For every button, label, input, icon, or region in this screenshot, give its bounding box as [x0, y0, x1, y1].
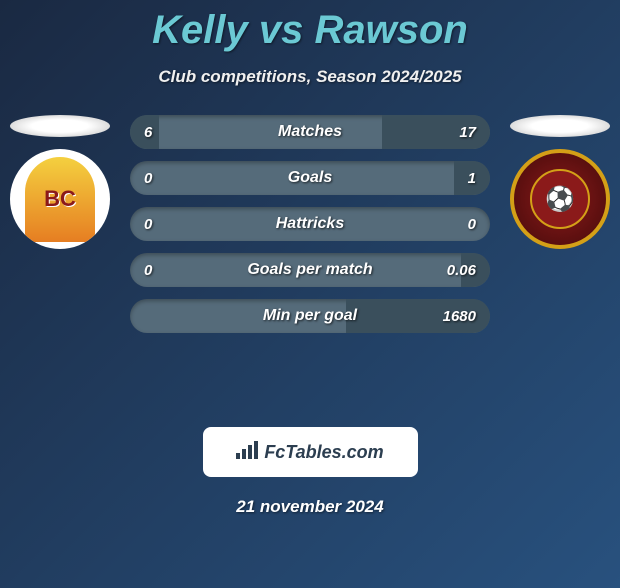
stat-label: Goals — [130, 169, 490, 187]
branding-text: FcTables.com — [264, 442, 383, 463]
stat-value-right: 0 — [468, 216, 476, 233]
page-title: Kelly vs Rawson — [0, 8, 620, 53]
subtitle: Club competitions, Season 2024/2025 — [0, 67, 620, 87]
stat-bar: Min per goal1680 — [130, 299, 490, 333]
stat-value-right: 0.06 — [447, 262, 476, 279]
chart-icon — [236, 439, 258, 465]
stat-label: Hattricks — [130, 215, 490, 233]
club-crest-left: BC — [10, 149, 110, 249]
player-left-badge: BC — [10, 115, 110, 235]
stat-value-right: 1680 — [443, 308, 476, 325]
halo-right — [510, 115, 610, 137]
crest-left-label: BC — [25, 157, 95, 242]
comparison-content: BC ⚽ 6Matches170Goals10Hattricks00Goals … — [0, 115, 620, 415]
branding-badge: FcTables.com — [203, 427, 418, 477]
stat-label: Matches — [130, 123, 490, 141]
stat-bar: 0Goals1 — [130, 161, 490, 195]
crest-right-label: ⚽ — [530, 169, 590, 229]
stat-bar: 0Hattricks0 — [130, 207, 490, 241]
halo-left — [10, 115, 110, 137]
stat-bar: 0Goals per match0.06 — [130, 253, 490, 287]
player-right-badge: ⚽ — [510, 115, 610, 235]
stat-label: Goals per match — [130, 261, 490, 279]
stat-bar: 6Matches17 — [130, 115, 490, 149]
club-crest-right: ⚽ — [510, 149, 610, 249]
stat-value-right: 1 — [468, 170, 476, 187]
stat-label: Min per goal — [130, 307, 490, 325]
date-text: 21 november 2024 — [0, 497, 620, 517]
stat-bars: 6Matches170Goals10Hattricks00Goals per m… — [130, 115, 490, 333]
stat-value-right: 17 — [459, 124, 476, 141]
